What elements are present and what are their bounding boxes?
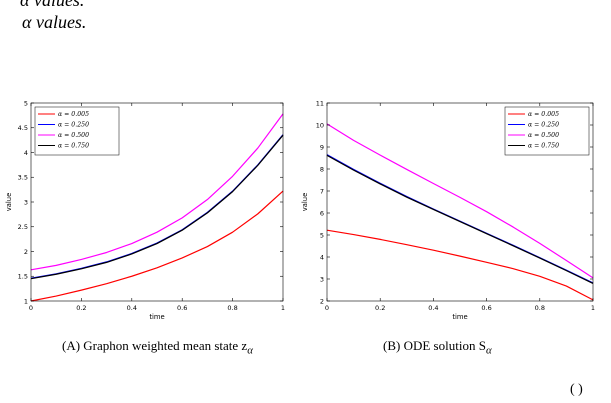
caption-a-text: Graphon weighted mean state z — [83, 338, 248, 353]
top-text-line-2: α values. — [22, 12, 87, 32]
x-axis-label: time — [149, 313, 164, 321]
y-tick-label: 8 — [320, 165, 324, 173]
top-text-fragment: α values. α values. — [4, 0, 604, 42]
top-text-line-1: α values. — [20, 0, 85, 10]
x-tick-label: 0.2 — [375, 304, 385, 312]
legend-label-4: α = 0.750 — [528, 143, 559, 150]
axes-box — [326, 102, 594, 302]
legend-label-4: α = 0.750 — [58, 143, 89, 150]
y-tick-label: 1 — [24, 297, 28, 305]
x-tick-label: 0.6 — [481, 304, 491, 312]
figure-panel-b: 0 0.2 0.4 0.6 0.8 1 2 3 4 5 6 7 8 9 10 11 time value α = 0… — [300, 95, 611, 330]
caption-a-sub: α — [247, 344, 253, 357]
x-tick-label: 0 — [325, 304, 329, 312]
y-tick-label: 10 — [316, 121, 324, 129]
x-tick-label: 1 — [591, 304, 595, 312]
legend-label-2: α = 0.250 — [528, 122, 559, 129]
legend-label-3: α = 0.500 — [528, 132, 559, 139]
y-tick-label: 2 — [320, 297, 324, 305]
series-line-4 — [326, 154, 594, 284]
caption-a-label: (A) — [62, 338, 81, 353]
y-tick-label: 1.5 — [18, 273, 28, 281]
series-line-1 — [30, 190, 284, 302]
y-tick-label: 3 — [320, 275, 324, 283]
series-line-3 — [326, 123, 594, 279]
y-tick-label: 7 — [320, 187, 324, 195]
y-tick-label: 6 — [320, 209, 324, 217]
legend-label-1: α = 0.005 — [528, 111, 559, 118]
chart-b: 0 0.2 0.4 0.6 0.8 1 2 3 4 5 6 7 8 9 10 11 time value α = 0… — [301, 99, 595, 321]
x-axis-label: time — [452, 313, 467, 321]
series-line-4 — [30, 134, 284, 280]
legend-label-3: α = 0.500 — [58, 132, 89, 139]
legend-box — [34, 106, 120, 156]
x-tick-label: 0.2 — [76, 304, 86, 312]
y-tick-label: 4.5 — [18, 124, 28, 132]
figure-panel-a: 0 0.2 0.4 0.6 0.8 1 1 1.5 2 2.5 3 3.5 4 4.5 5 time value… — [0, 95, 300, 330]
y-tick-label: 3 — [24, 198, 28, 206]
y-tick-label: 5 — [320, 231, 324, 239]
y-tick-label: 2 — [24, 248, 28, 256]
y-tick-label: 4 — [24, 149, 28, 157]
y-tick-label: 11 — [316, 99, 324, 107]
x-tick-label: 0.4 — [428, 304, 438, 312]
chart-a: 0 0.2 0.4 0.6 0.8 1 1 1.5 2 2.5 3 3.5 4 4.5 5 time value… — [5, 99, 285, 321]
y-axis-label: value — [5, 193, 13, 212]
x-tick-label: 0.6 — [177, 304, 187, 312]
legend-label-2: α = 0.250 — [58, 122, 89, 129]
series-line-1 — [326, 229, 594, 301]
x-tick-label: 0.8 — [227, 304, 237, 312]
caption-a: (A) Graphon weighted mean state zα — [62, 337, 262, 360]
y-tick-label: 3.5 — [18, 174, 28, 182]
caption-b: (B) ODE solution Sα — [383, 337, 583, 360]
y-tick-label: 4 — [320, 253, 324, 261]
legend-label-1: α = 0.005 — [58, 111, 89, 118]
series-line-3 — [30, 113, 284, 271]
y-tick-label: 9 — [320, 143, 324, 151]
x-tick-label: 0.4 — [127, 304, 137, 312]
legend-box — [504, 106, 590, 156]
y-tick-label: 5 — [24, 99, 28, 107]
page-number: ( ) — [570, 382, 583, 397]
caption-b-label: (B) — [383, 338, 401, 353]
x-tick-label: 0.8 — [535, 304, 545, 312]
x-tick-label: 0 — [29, 304, 33, 312]
x-tick-label: 1 — [281, 304, 285, 312]
y-axis-label: value — [301, 193, 309, 212]
y-tick-label: 2.5 — [18, 223, 28, 231]
caption-b-text: ODE solution S — [403, 338, 486, 353]
caption-b-sub: α — [485, 344, 492, 357]
